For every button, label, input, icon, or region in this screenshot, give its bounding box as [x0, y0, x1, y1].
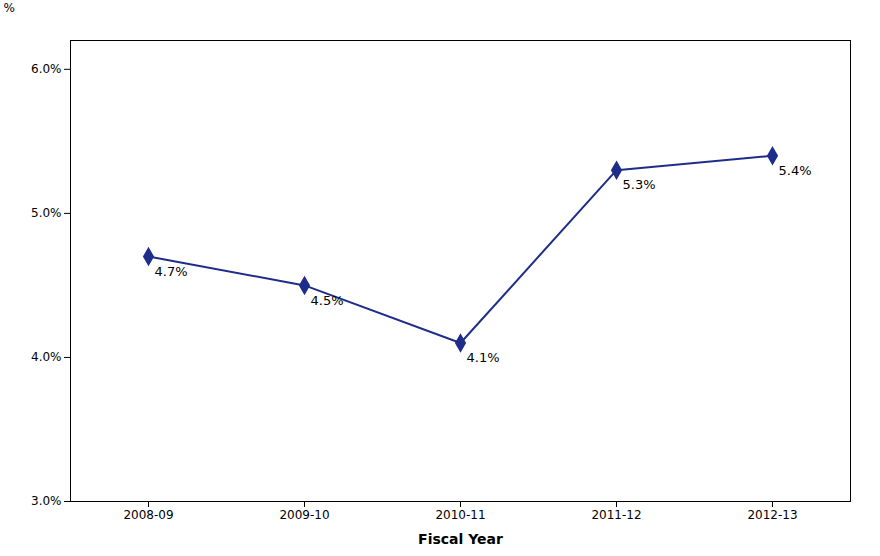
svg-text:2008-09: 2008-09 [123, 508, 173, 522]
svg-text:4.5%: 4.5% [311, 293, 344, 308]
svg-text:Fiscal Year: Fiscal Year [418, 531, 503, 547]
svg-text:6.0%: 6.0% [31, 62, 62, 76]
svg-text:5.3%: 5.3% [623, 177, 656, 192]
svg-text:5.0%: 5.0% [31, 206, 62, 220]
svg-text:2012-13: 2012-13 [747, 508, 797, 522]
svg-text:%: % [4, 1, 15, 15]
svg-text:2011-12: 2011-12 [591, 508, 641, 522]
svg-text:5.4%: 5.4% [779, 163, 812, 178]
svg-text:4.1%: 4.1% [467, 350, 500, 365]
svg-text:2009-10: 2009-10 [279, 508, 329, 522]
svg-text:4.7%: 4.7% [155, 264, 188, 279]
svg-text:4.0%: 4.0% [31, 350, 62, 364]
svg-text:3.0%: 3.0% [31, 494, 62, 508]
svg-text:2010-11: 2010-11 [435, 508, 485, 522]
